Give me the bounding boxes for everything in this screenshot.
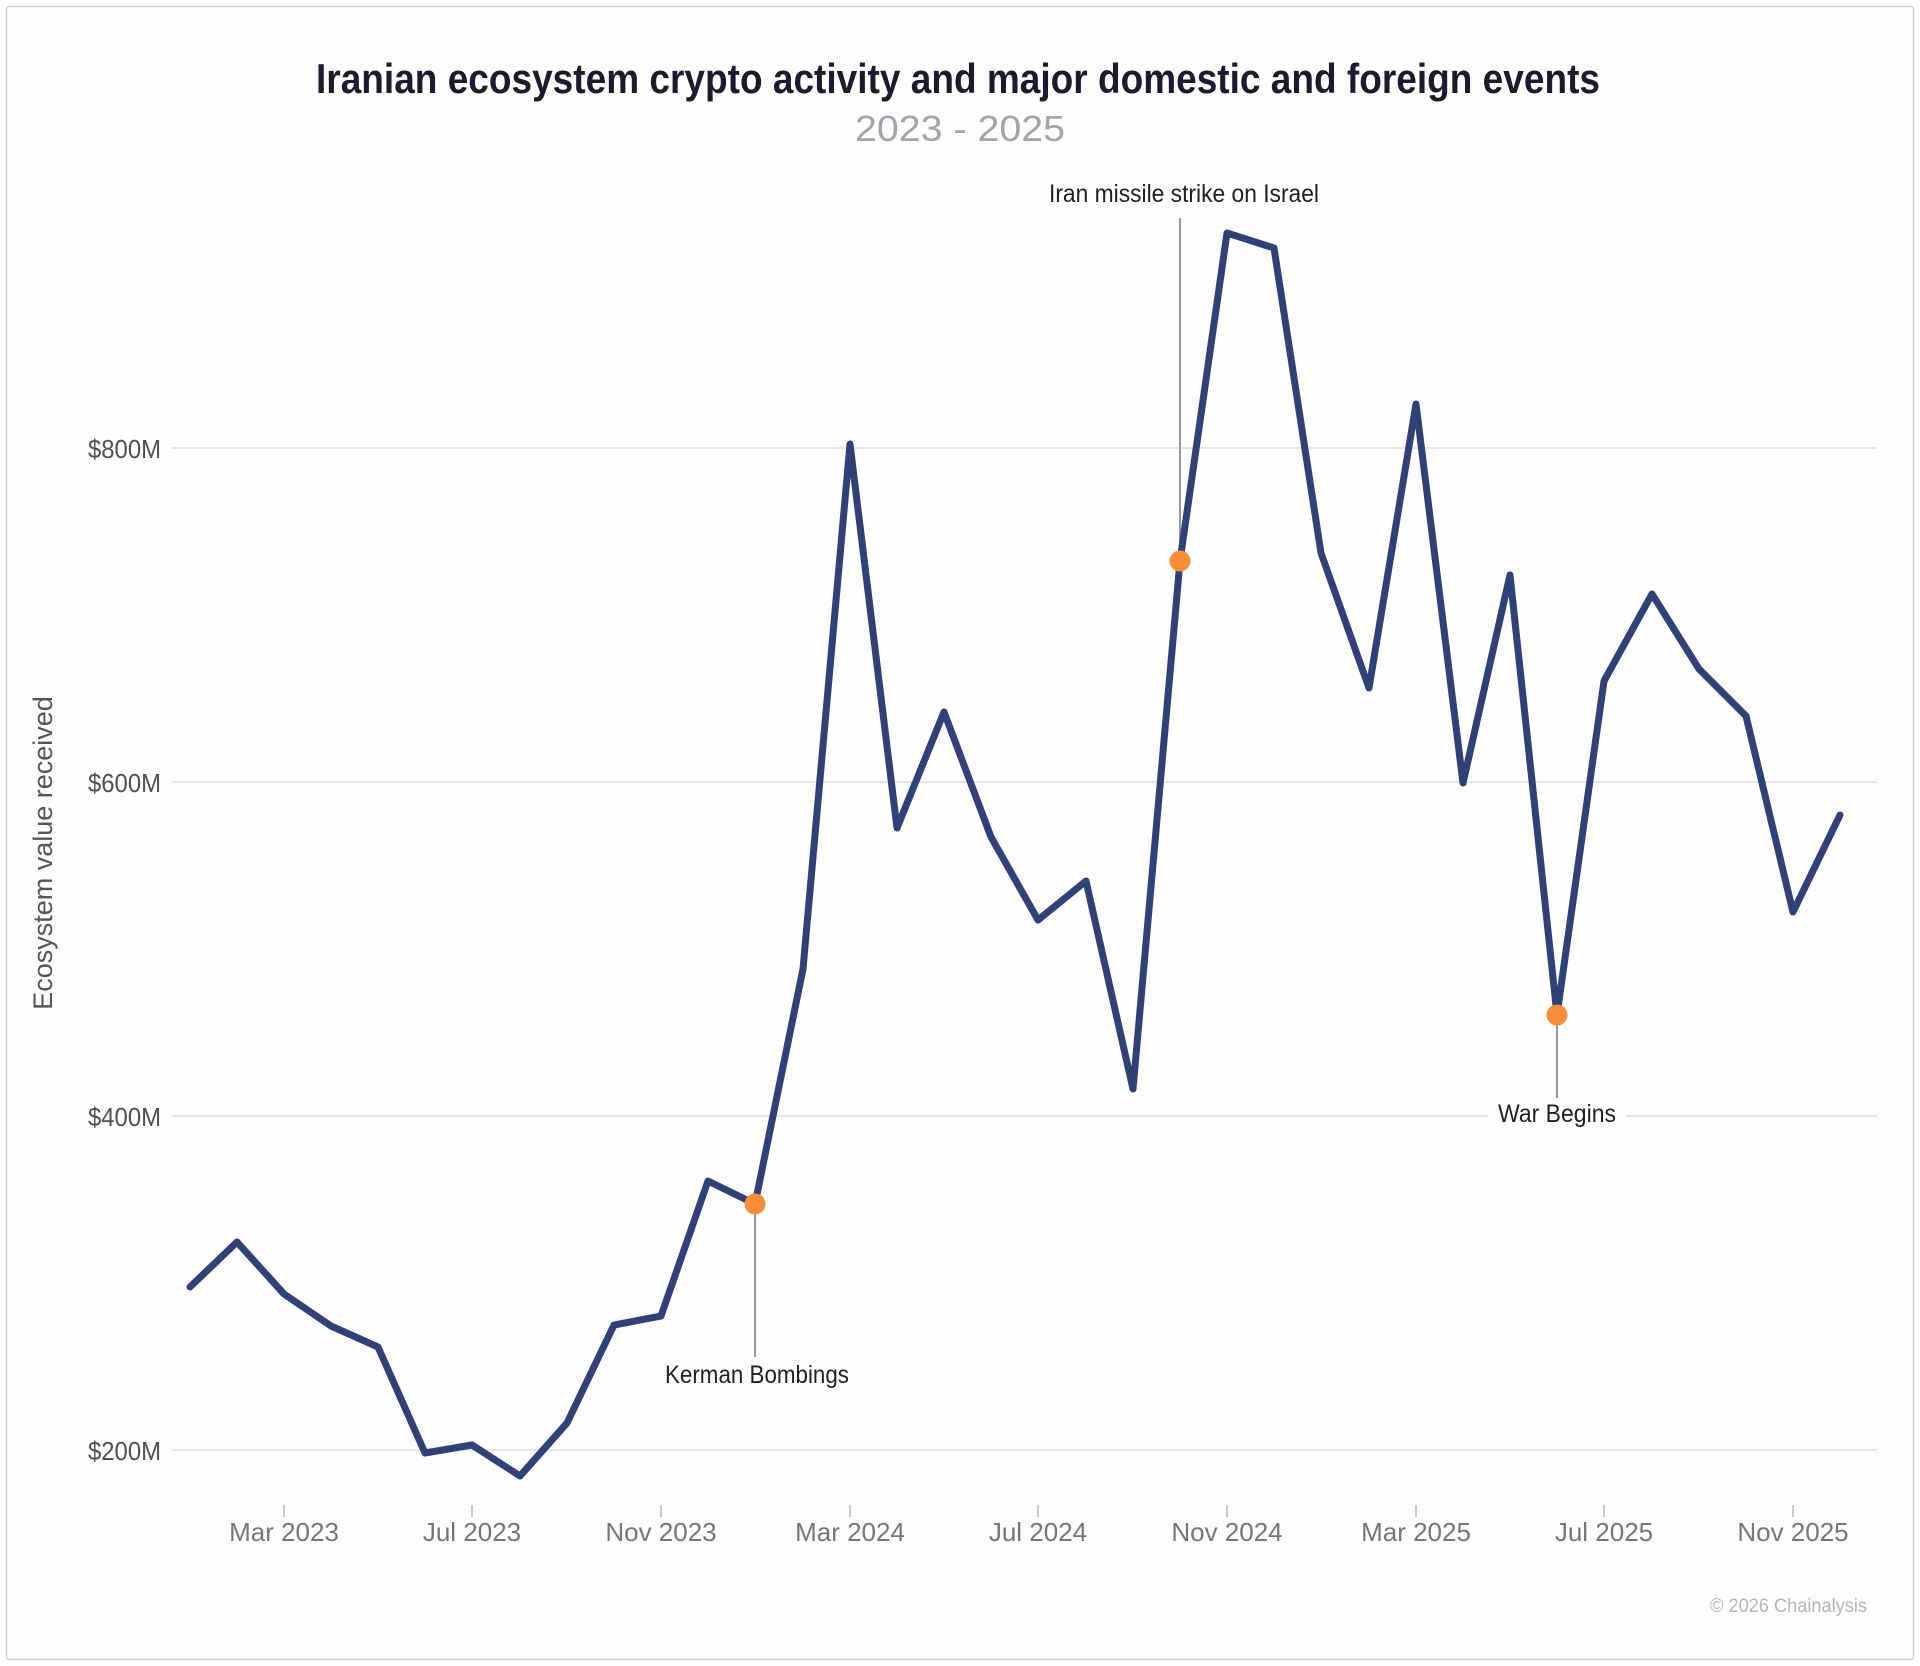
svg-text:Mar 2023: Mar 2023 xyxy=(229,1517,339,1547)
svg-text:Jul 2024: Jul 2024 xyxy=(989,1517,1087,1547)
svg-text:Mar 2025: Mar 2025 xyxy=(1361,1517,1471,1547)
svg-text:$800M: $800M xyxy=(88,434,161,464)
svg-text:$200M: $200M xyxy=(88,1436,161,1466)
svg-text:Nov 2024: Nov 2024 xyxy=(1171,1517,1282,1547)
svg-text:© 2026 Chainalysis: © 2026 Chainalysis xyxy=(1710,1596,1867,1617)
svg-text:Kerman Bombings: Kerman Bombings xyxy=(665,1361,849,1389)
svg-text:Iranian ecosystem crypto activ: Iranian ecosystem crypto activity and ma… xyxy=(316,55,1600,102)
svg-text:Iran missile strike on Israel: Iran missile strike on Israel xyxy=(1049,180,1319,208)
svg-text:Nov 2023: Nov 2023 xyxy=(605,1517,716,1547)
svg-text:$400M: $400M xyxy=(88,1102,161,1132)
svg-text:Ecosystem value received: Ecosystem value received xyxy=(28,696,58,1010)
svg-text:2023 - 2025: 2023 - 2025 xyxy=(855,108,1065,149)
svg-text:Mar 2024: Mar 2024 xyxy=(795,1517,905,1547)
svg-text:Jul 2025: Jul 2025 xyxy=(1555,1517,1653,1547)
svg-text:War Begins: War Begins xyxy=(1498,1100,1616,1128)
svg-text:Jul 2023: Jul 2023 xyxy=(423,1517,521,1547)
svg-text:Nov 2025: Nov 2025 xyxy=(1737,1517,1848,1547)
svg-text:$600M: $600M xyxy=(88,768,161,798)
